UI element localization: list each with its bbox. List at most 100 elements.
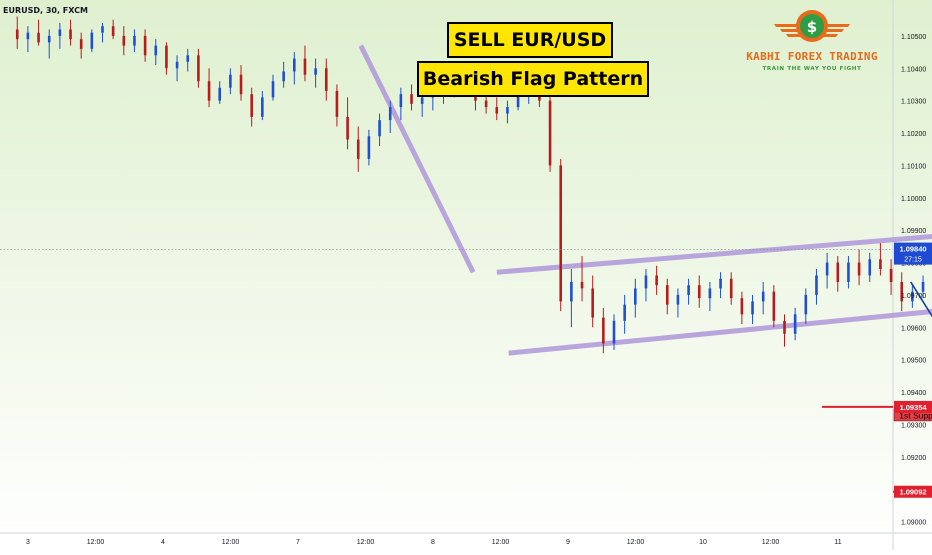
candle-body — [399, 94, 403, 108]
candle-body — [335, 90, 339, 117]
candle-body — [847, 262, 850, 282]
time-tick-label: 8 — [431, 539, 435, 546]
support-price-text: 1.09092 — [899, 488, 926, 497]
price-axis: 1.10500 1.10400 1.10300 1.10200 1.10100 1.100… — [0, 34, 932, 527]
candle-body — [69, 29, 72, 40]
price-tick-label: 1.09600 — [901, 325, 926, 332]
candle-body — [122, 35, 126, 46]
flag-upper-line — [496, 233, 932, 275]
candle-body — [239, 74, 243, 95]
time-tick-label: 3 — [26, 539, 30, 546]
candle-body — [261, 97, 264, 117]
time-tick-label: 7 — [296, 539, 300, 546]
support-price-badge — [894, 485, 932, 498]
candle-body — [729, 278, 733, 299]
candle-body — [793, 314, 797, 334]
candle-body — [47, 35, 51, 43]
time-tick-label: 12:00 — [762, 539, 780, 546]
candle-body — [719, 278, 722, 289]
candle-body — [133, 35, 136, 46]
candle-body — [197, 55, 200, 82]
candle-body — [857, 262, 861, 276]
candle-body — [697, 285, 701, 299]
support-price-badge — [894, 400, 932, 413]
candle-body — [79, 39, 83, 49]
time-tick-label: 11 — [834, 539, 841, 546]
candle-body — [165, 45, 168, 69]
candle-body — [154, 45, 158, 56]
pattern-title: Bearish Flag Pattern — [417, 61, 649, 97]
candle-body — [303, 58, 307, 75]
candle-body — [559, 165, 563, 302]
candle-body — [271, 81, 275, 98]
candle-body — [378, 120, 381, 137]
price-tick-label: 1.10000 — [901, 196, 926, 203]
candle-body — [772, 291, 776, 321]
candle-body — [591, 288, 594, 318]
candle-body — [815, 275, 818, 295]
candle-body — [825, 262, 829, 276]
brand-logo: $ KABHI FOREX TRADING TRAIN THE WAY YOU … — [736, 4, 888, 80]
candle-body — [506, 107, 509, 114]
candle-body — [921, 281, 925, 292]
candle-body — [634, 288, 637, 305]
candle-body — [410, 94, 413, 104]
price-tick-label: 1.09300 — [901, 422, 926, 429]
candle-body — [218, 87, 222, 101]
time-tick-label: 12:00 — [222, 539, 240, 546]
candle-body — [207, 81, 211, 101]
support-levels: 1st Support1.093542nd Support1.09092 — [822, 400, 932, 498]
candle-body — [623, 304, 626, 321]
dollar-coin-icon: $ — [774, 10, 850, 42]
candle-body — [37, 32, 40, 43]
symbol-label: EURUSD, 30, FXCM — [3, 6, 88, 15]
current-price-badge — [894, 242, 932, 265]
time-tick-label: 12:00 — [627, 539, 645, 546]
flag-pattern — [358, 44, 932, 356]
candle-body — [900, 281, 904, 302]
candle-body — [90, 32, 94, 49]
candle-body — [570, 281, 573, 302]
candle-body — [644, 275, 648, 289]
candle-body — [15, 29, 19, 40]
time-tick-label: 10 — [699, 539, 707, 546]
candle-body — [250, 94, 253, 117]
candle-body — [761, 291, 765, 302]
candle-body — [388, 107, 392, 121]
support-price-text: 1.09354 — [899, 403, 927, 412]
candle-body — [58, 29, 62, 36]
price-tick-label: 1.10100 — [901, 163, 926, 170]
candle-body — [708, 288, 712, 299]
price-tick-label: 1.10500 — [901, 34, 926, 41]
price-tick-label: 1.09500 — [901, 358, 926, 365]
candle-body — [687, 285, 690, 295]
candle-body — [516, 94, 520, 108]
candle-body — [314, 68, 317, 75]
candle-body — [346, 116, 349, 140]
candle-body — [101, 26, 104, 33]
price-tick-label: 1.09400 — [901, 390, 926, 397]
candle-body — [229, 74, 232, 88]
candle-body — [26, 32, 30, 40]
candle-body — [911, 291, 914, 302]
candle-body — [324, 68, 328, 91]
candle-body — [495, 107, 499, 114]
candle-body — [175, 61, 179, 69]
price-tick-label: 1.09700 — [901, 293, 926, 300]
current-price-text: 1.09840 — [899, 245, 926, 254]
candle-body — [783, 320, 786, 334]
time-tick-label: 9 — [566, 539, 570, 546]
candle-body — [676, 294, 680, 305]
time-tick-label: 12:00 — [357, 539, 375, 546]
price-tick-label: 1.10400 — [901, 66, 926, 73]
projection-arrow-shaft — [910, 281, 932, 318]
price-tick-label: 1.09900 — [901, 228, 926, 235]
candle-body — [111, 26, 115, 36]
candle-body — [143, 35, 147, 56]
time-tick-label: 4 — [161, 539, 165, 546]
candle-body — [580, 281, 584, 289]
flag-lower-line — [508, 309, 932, 356]
price-tick-label: 1.09200 — [901, 455, 926, 462]
price-tick-label: 1.10300 — [901, 99, 926, 106]
